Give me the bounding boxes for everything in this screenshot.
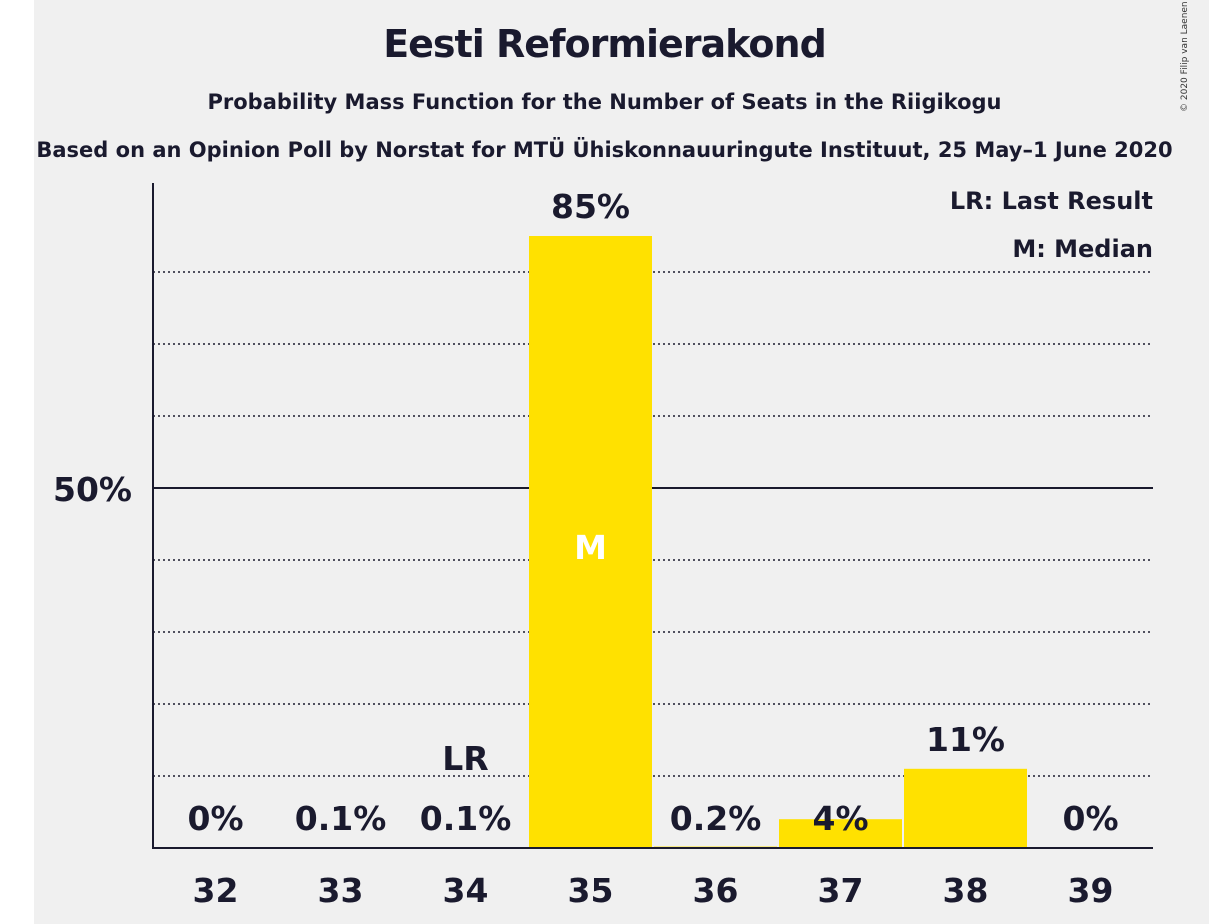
chart-title: Eesti Reformierakond	[383, 22, 827, 66]
bars	[529, 236, 1027, 848]
axes	[152, 183, 1153, 849]
gridlines	[153, 271, 1153, 777]
data-labels: 50% 0% 32 0.1% 33 0.1% 34 85% 35 0.2% 36 4% 37 11% 38 0…	[53, 187, 1119, 910]
legend-median: M: Median	[1012, 235, 1153, 263]
x-tick-label: 37	[818, 871, 864, 910]
x-tick-label: 38	[943, 871, 989, 910]
value-label: 11%	[926, 720, 1005, 759]
value-label: 85%	[551, 187, 630, 226]
poll-description: Based on an Opinion Poll by Norstat for …	[36, 138, 1173, 162]
value-label: 0.2%	[670, 799, 762, 838]
value-label: 0%	[187, 799, 243, 838]
x-tick-label: 35	[568, 871, 614, 910]
last-result-marker: LR	[442, 739, 488, 778]
value-label: 0%	[1062, 799, 1118, 838]
x-tick-label: 39	[1068, 871, 1114, 910]
x-tick-label: 32	[193, 871, 239, 910]
value-label: 4%	[812, 799, 868, 838]
value-label: 0.1%	[420, 799, 512, 838]
x-tick-label: 33	[318, 871, 364, 910]
legend-last-result: LR: Last Result	[950, 187, 1153, 215]
x-tick-label: 34	[443, 871, 489, 910]
bar-seats-35	[529, 236, 652, 848]
median-marker: M	[574, 528, 607, 567]
value-label: 0.1%	[295, 799, 387, 838]
bar-seats-37	[779, 819, 902, 848]
chart-subtitle: Probability Mass Function for the Number…	[207, 90, 1002, 114]
bar-seats-38	[904, 768, 1027, 848]
x-tick-label: 36	[693, 871, 739, 910]
y-tick-label: 50%	[53, 470, 132, 509]
